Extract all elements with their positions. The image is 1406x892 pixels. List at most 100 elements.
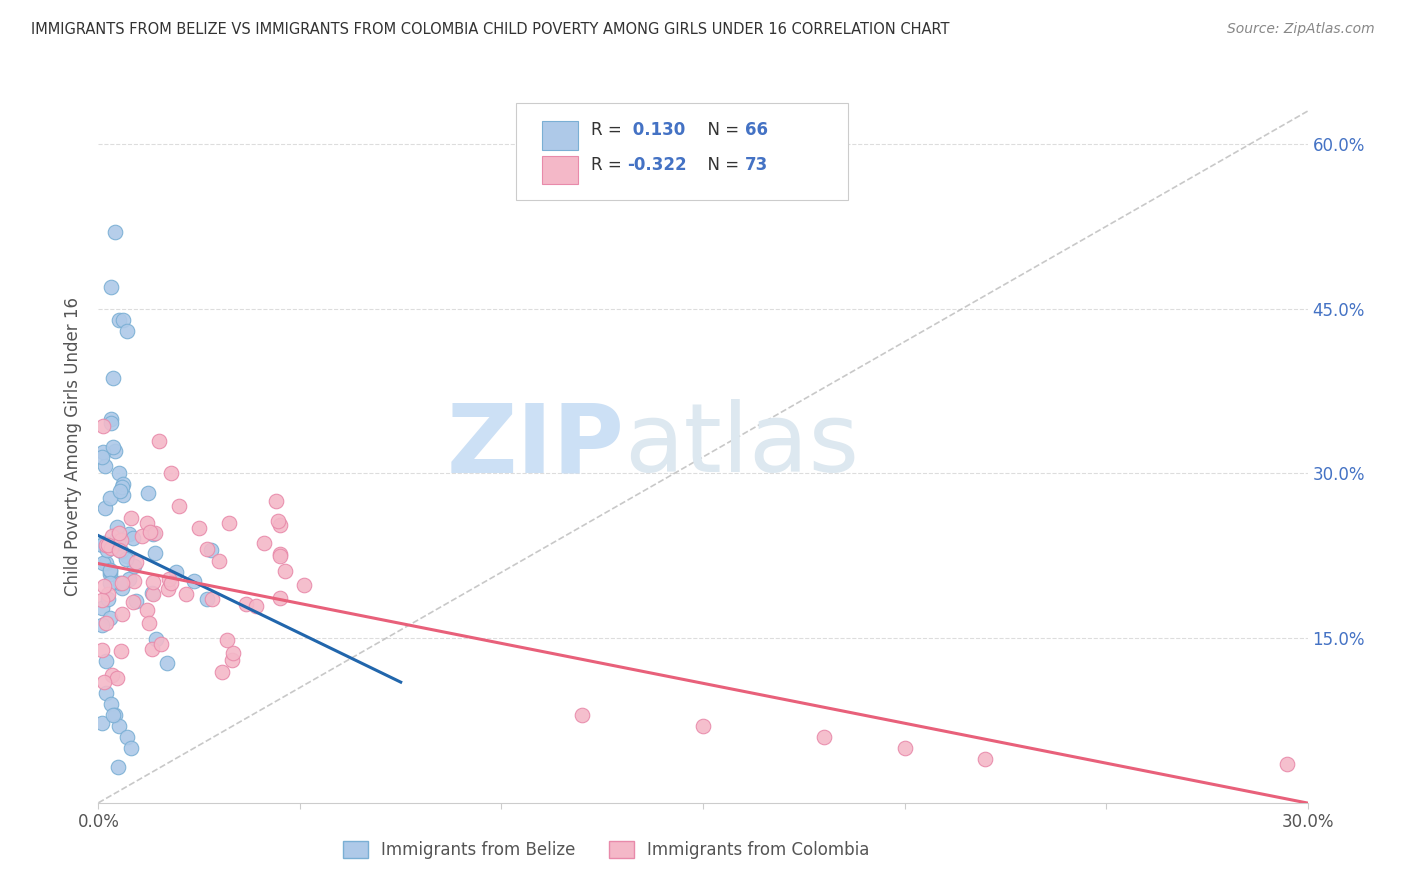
Point [138,616,160,631]
Point [245,599,267,613]
Text: -0.322: -0.322 [627,155,686,174]
Point [148,434,170,448]
Point [142,587,165,601]
Point [692,719,714,733]
Point [122,559,145,574]
Point [111,488,134,502]
Point [100,416,122,430]
Point [107,467,129,481]
Point [222,646,245,660]
Point [269,549,291,563]
Point [115,730,138,744]
Text: N =: N = [697,121,744,139]
Point [974,752,997,766]
Point [264,494,287,508]
Point [91,592,114,607]
Point [94,458,117,473]
Point [122,595,145,609]
Point [131,529,153,543]
Text: 66: 66 [745,121,768,139]
Point [150,637,173,651]
Text: R =: R = [591,155,627,174]
Point [97,538,120,552]
Point [91,419,114,434]
Point [201,591,224,606]
Point [269,517,291,532]
Point [98,491,121,505]
Point [142,575,165,590]
Point [292,578,315,592]
Point [91,556,114,570]
Point [217,632,239,647]
Point [94,655,117,669]
Point [165,566,187,580]
Point [107,543,129,558]
Point [107,535,129,549]
Point [160,467,183,481]
Point [157,573,180,587]
Point [110,544,132,558]
Point [100,697,122,711]
Point [93,675,115,690]
Point [107,760,129,774]
Point [136,486,159,500]
Point [121,531,143,545]
Point [100,576,122,591]
Text: N =: N = [697,155,744,174]
Point [111,312,134,326]
Point [94,556,117,570]
Bar [543,121,578,150]
Point [208,554,231,568]
Point [91,600,114,615]
Point [143,526,166,541]
Point [266,514,288,528]
Point [142,527,165,541]
Point [94,538,117,552]
Text: ZIP: ZIP [447,400,624,492]
Point [195,592,218,607]
Point [105,532,128,546]
Point [156,582,179,596]
Point [117,572,139,586]
Point [91,445,114,459]
Point [107,719,129,733]
Text: atlas: atlas [624,400,859,492]
Point [124,574,146,588]
Point [269,547,291,561]
Point [124,594,146,608]
Point [94,500,117,515]
Y-axis label: Child Poverty Among Girls Under 16: Child Poverty Among Girls Under 16 [65,296,83,596]
Text: 73: 73 [745,155,769,174]
Point [97,587,120,601]
Point [111,480,134,494]
Point [136,516,159,530]
Point [115,324,138,338]
Text: 0.130: 0.130 [627,121,685,139]
Point [571,708,593,723]
Point [118,527,141,541]
Point [135,603,157,617]
Point [105,671,128,685]
Point [91,617,114,632]
Point [813,730,835,744]
Point [167,500,190,514]
Point [160,575,183,590]
Point [103,707,125,722]
Text: R =: R = [591,121,627,139]
Point [200,542,222,557]
Point [111,607,134,621]
Point [139,524,162,539]
Point [97,592,120,607]
Point [103,708,125,723]
Point [145,632,167,646]
Point [101,528,124,542]
FancyBboxPatch shape [516,103,848,200]
Point [143,546,166,560]
Point [141,586,163,600]
Point [893,740,915,755]
Point [117,549,139,563]
Text: Source: ZipAtlas.com: Source: ZipAtlas.com [1227,22,1375,37]
Point [100,280,122,294]
Point [98,563,121,577]
Point [91,716,114,731]
